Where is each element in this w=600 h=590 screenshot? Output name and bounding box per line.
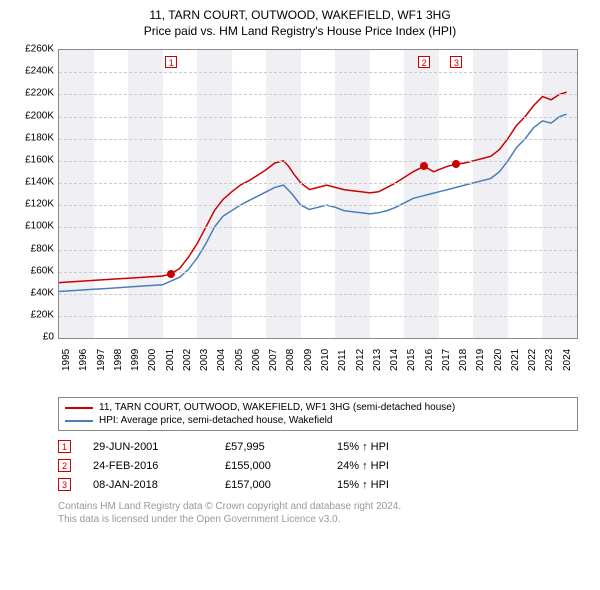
- sale-flag: 1: [165, 56, 177, 68]
- y-tick-label: £140K: [10, 177, 54, 188]
- y-tick-label: £40K: [10, 287, 54, 298]
- line-series: [59, 50, 577, 338]
- gridline: [59, 183, 577, 184]
- gridline: [59, 161, 577, 162]
- sales-row: 3 08-JAN-2018 £157,000 15% ↑ HPI: [58, 475, 578, 494]
- chart-container: 11, TARN COURT, OUTWOOD, WAKEFIELD, WF1 …: [0, 0, 600, 590]
- x-tick-label: 2005: [234, 349, 245, 371]
- sales-table: 1 29-JUN-2001 £57,995 15% ↑ HPI 2 24-FEB-2016…: [58, 437, 578, 494]
- sales-row-flag: 3: [58, 478, 71, 491]
- footer-note: Contains HM Land Registry data © Crown c…: [58, 500, 578, 526]
- y-tick-label: £160K: [10, 154, 54, 165]
- x-tick-label: 2001: [165, 349, 176, 371]
- legend: 11, TARN COURT, OUTWOOD, WAKEFIELD, WF1 …: [58, 397, 578, 431]
- sales-row-date: 24-FEB-2016: [93, 460, 203, 472]
- gridline: [59, 294, 577, 295]
- x-tick-label: 2002: [182, 349, 193, 371]
- sales-row-diff: 24% ↑ HPI: [337, 460, 578, 472]
- x-tick-label: 2000: [147, 349, 158, 371]
- sales-row: 1 29-JUN-2001 £57,995 15% ↑ HPI: [58, 437, 578, 456]
- x-tick-label: 2013: [372, 349, 383, 371]
- footer-line2: This data is licensed under the Open Gov…: [58, 513, 578, 526]
- sale-dot: [167, 270, 175, 278]
- gridline: [59, 316, 577, 317]
- gridline: [59, 72, 577, 73]
- y-tick-label: £60K: [10, 265, 54, 276]
- x-tick-label: 2024: [562, 349, 573, 371]
- gridline: [59, 139, 577, 140]
- x-tick-label: 1995: [61, 349, 72, 371]
- series-hpi: [59, 114, 567, 291]
- footer-line1: Contains HM Land Registry data © Crown c…: [58, 500, 578, 513]
- sales-row-price: £155,000: [225, 460, 315, 472]
- y-tick-label: £180K: [10, 132, 54, 143]
- x-tick-label: 2003: [199, 349, 210, 371]
- sales-row-date: 29-JUN-2001: [93, 441, 203, 453]
- y-tick-label: £80K: [10, 243, 54, 254]
- plot-area: 1 2 3: [58, 49, 578, 339]
- chart-title-line1: 11, TARN COURT, OUTWOOD, WAKEFIELD, WF1 …: [10, 8, 590, 24]
- x-tick-label: 1997: [96, 349, 107, 371]
- x-tick-label: 2011: [337, 350, 348, 372]
- sales-row-flag: 2: [58, 459, 71, 472]
- sale-dot: [420, 162, 428, 170]
- x-tick-label: 2019: [475, 349, 486, 371]
- gridline: [59, 94, 577, 95]
- sales-row-flag: 1: [58, 440, 71, 453]
- chart-zone: 1 2 3 £0 £20K £40K £60K £80K £100K £120K £140K £16…: [10, 45, 590, 395]
- x-tick-label: 2012: [355, 349, 366, 371]
- x-tick-label: 1999: [130, 349, 141, 371]
- legend-swatch: [65, 420, 93, 422]
- y-tick-label: £240K: [10, 66, 54, 77]
- x-tick-label: 2020: [493, 349, 504, 371]
- gridline: [59, 205, 577, 206]
- sales-row-diff: 15% ↑ HPI: [337, 479, 578, 491]
- y-tick-label: £200K: [10, 110, 54, 121]
- x-tick-label: 2022: [527, 349, 538, 371]
- gridline: [59, 117, 577, 118]
- sales-row-diff: 15% ↑ HPI: [337, 441, 578, 453]
- sale-dot: [452, 160, 460, 168]
- chart-title-line2: Price paid vs. HM Land Registry's House …: [10, 24, 590, 40]
- gridline: [59, 227, 577, 228]
- legend-swatch: [65, 407, 93, 409]
- y-tick-label: £100K: [10, 221, 54, 232]
- x-tick-label: 2021: [510, 349, 521, 371]
- sale-flag: 2: [418, 56, 430, 68]
- legend-label: 11, TARN COURT, OUTWOOD, WAKEFIELD, WF1 …: [99, 402, 455, 413]
- sales-row: 2 24-FEB-2016 £155,000 24% ↑ HPI: [58, 456, 578, 475]
- x-tick-label: 2016: [424, 349, 435, 371]
- x-tick-label: 2014: [389, 349, 400, 371]
- gridline: [59, 272, 577, 273]
- sales-row-date: 08-JAN-2018: [93, 479, 203, 491]
- x-tick-label: 2010: [320, 349, 331, 371]
- x-tick-label: 2018: [458, 349, 469, 371]
- y-tick-label: £0: [10, 332, 54, 343]
- x-tick-label: 2009: [303, 349, 314, 371]
- sales-row-price: £157,000: [225, 479, 315, 491]
- x-tick-label: 2006: [251, 349, 262, 371]
- x-tick-label: 2015: [406, 349, 417, 371]
- series-property: [59, 92, 567, 283]
- y-tick-label: £260K: [10, 44, 54, 55]
- y-tick-label: £120K: [10, 199, 54, 210]
- gridline: [59, 250, 577, 251]
- x-tick-label: 1996: [78, 349, 89, 371]
- legend-label: HPI: Average price, semi-detached house,…: [99, 415, 332, 426]
- x-tick-label: 2008: [285, 349, 296, 371]
- y-tick-label: £20K: [10, 310, 54, 321]
- legend-row: 11, TARN COURT, OUTWOOD, WAKEFIELD, WF1 …: [65, 401, 571, 414]
- x-tick-label: 2004: [216, 349, 227, 371]
- x-tick-label: 2023: [544, 349, 555, 371]
- y-tick-label: £220K: [10, 88, 54, 99]
- sales-row-price: £57,995: [225, 441, 315, 453]
- x-tick-label: 1998: [113, 349, 124, 371]
- sale-flag: 3: [450, 56, 462, 68]
- x-tick-label: 2017: [441, 349, 452, 371]
- legend-row: HPI: Average price, semi-detached house,…: [65, 414, 571, 427]
- x-tick-label: 2007: [268, 349, 279, 371]
